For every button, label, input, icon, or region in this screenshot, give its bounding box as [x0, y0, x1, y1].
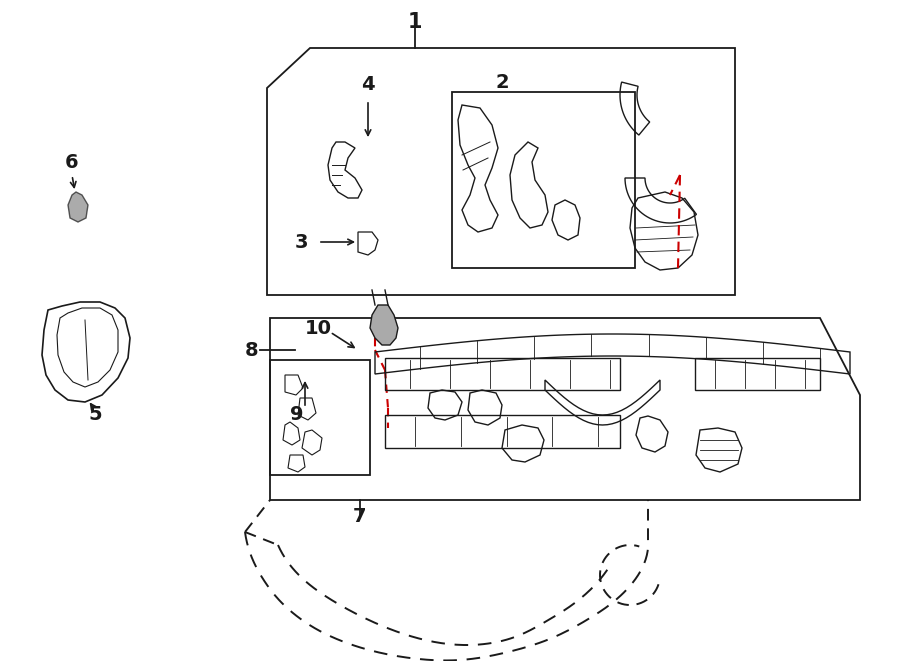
- Text: 4: 4: [361, 75, 374, 95]
- Polygon shape: [370, 305, 398, 345]
- Text: 5: 5: [88, 405, 102, 424]
- Text: 9: 9: [290, 405, 303, 424]
- Text: 2: 2: [495, 73, 508, 91]
- Text: 6: 6: [65, 153, 79, 171]
- Text: 7: 7: [353, 506, 367, 525]
- Text: 8: 8: [245, 340, 258, 360]
- Polygon shape: [68, 192, 88, 222]
- Text: 1: 1: [408, 12, 422, 32]
- Text: 10: 10: [305, 319, 332, 338]
- Text: 3: 3: [294, 233, 308, 251]
